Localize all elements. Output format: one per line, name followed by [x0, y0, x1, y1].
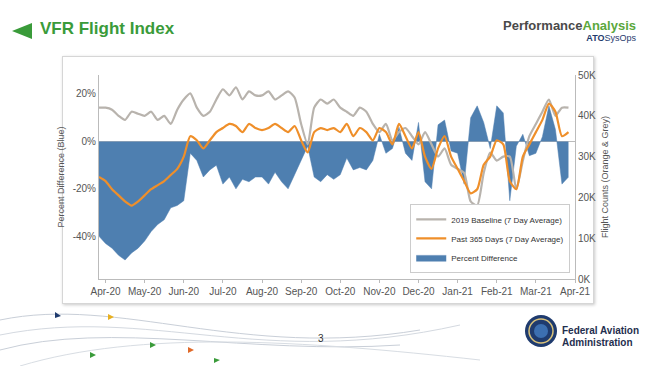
html-text:Performance Analysis: Performance Analysis: [503, 18, 636, 33]
html-text:ATO SysOps: ATO SysOps: [586, 33, 636, 43]
svg-text:Feb-21: Feb-21: [481, 286, 513, 297]
svg-text:Jan-21: Jan-21: [442, 286, 473, 297]
svg-text:2019 Baseline (7 Day Average): 2019 Baseline (7 Day Average): [451, 216, 562, 225]
svg-text:Jun-20: Jun-20: [168, 286, 199, 297]
svg-text:Dec-20: Dec-20: [402, 286, 435, 297]
svg-text:20K: 20K: [578, 192, 596, 203]
svg-text:30K: 30K: [578, 151, 596, 162]
svg-text:40K: 40K: [578, 110, 596, 121]
svg-text:Nov-20: Nov-20: [363, 286, 396, 297]
svg-text:50K: 50K: [578, 70, 596, 81]
svg-text:Percent Difference: Percent Difference: [451, 254, 518, 263]
svg-text:10K: 10K: [578, 233, 596, 244]
svg-text:Past 365 Days (7 Day Average): Past 365 Days (7 Day Average): [451, 235, 563, 244]
svg-text:Aug-20: Aug-20: [246, 286, 279, 297]
svg-text:0%: 0%: [82, 136, 97, 147]
svg-text:Flight Counts (Orange & Grey): Flight Counts (Orange & Grey): [600, 116, 610, 238]
svg-text:Apr-21: Apr-21: [560, 286, 590, 297]
svg-text:0K: 0K: [578, 274, 591, 285]
svg-text:Mar-21: Mar-21: [520, 286, 552, 297]
svg-text:Percent Difference (Blue): Percent Difference (Blue): [56, 127, 66, 228]
svg-text:20%: 20%: [76, 88, 96, 99]
svg-text:-40%: -40%: [73, 231, 96, 242]
svg-text:Apr-20: Apr-20: [91, 286, 121, 297]
svg-text:Jul-20: Jul-20: [209, 286, 237, 297]
html-text:Federal Aviation: Federal Aviation: [562, 325, 640, 336]
html-text:3: 3: [318, 333, 324, 344]
svg-text:May-20: May-20: [128, 286, 162, 297]
svg-text:Oct-20: Oct-20: [325, 286, 355, 297]
svg-text:Sep-20: Sep-20: [285, 286, 318, 297]
html-text:Administration: Administration: [562, 337, 633, 348]
html-text:VFR Flight Index: VFR Flight Index: [40, 19, 175, 38]
svg-text:-20%: -20%: [73, 183, 96, 194]
